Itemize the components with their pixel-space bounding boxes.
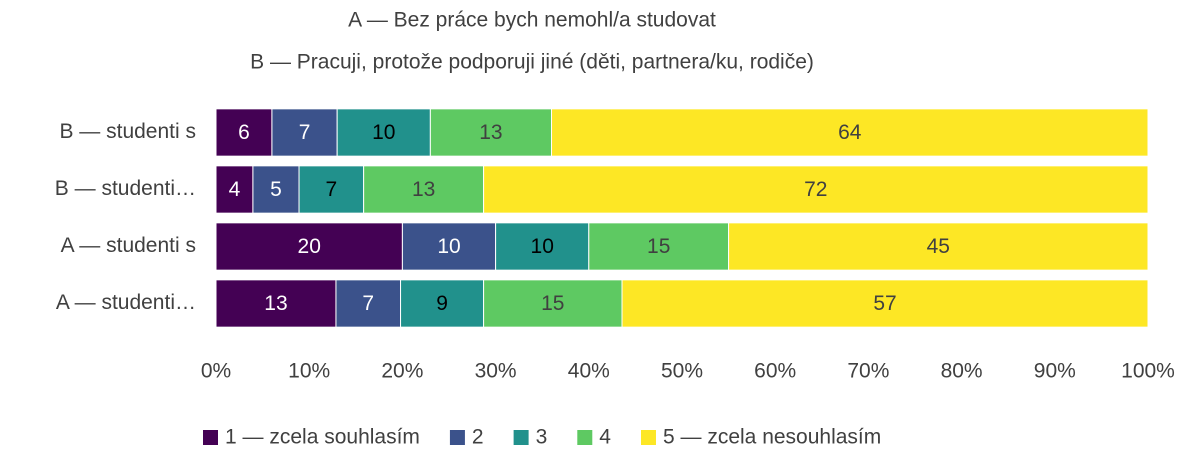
legend-swatch [203, 430, 218, 445]
y-tick-label: A — studenti… [56, 291, 196, 314]
y-tick-label: A — studenti s [61, 234, 196, 257]
x-tick-label: 100% [1121, 360, 1175, 383]
data-label: 6 [238, 121, 250, 144]
data-label: 20 [298, 235, 321, 258]
data-label: 7 [299, 121, 311, 144]
data-label: 45 [927, 235, 950, 258]
x-tick-label: 20% [381, 360, 423, 383]
chart-subtitle: B — Pracuji, protože podporuji jiné (dět… [250, 51, 814, 74]
x-tick-label: 90% [1034, 360, 1076, 383]
bar-segment [336, 108, 431, 157]
bar-segment [298, 165, 365, 214]
legend-label: 3 [536, 426, 548, 449]
legend-swatch [513, 430, 529, 445]
bar-segment [215, 165, 254, 214]
x-tick-label: 0% [201, 360, 231, 383]
chart-title: A — Bez práce bych nemohl/a studovat [348, 9, 716, 32]
legend-label: 5 — zcela nesouhlasím [663, 426, 881, 449]
bar-segment [588, 222, 730, 271]
data-label: 57 [873, 292, 896, 315]
x-tick-label: 80% [941, 360, 983, 383]
data-label: 10 [437, 235, 460, 258]
legend-label: 2 [472, 426, 484, 449]
data-label: 10 [372, 121, 395, 144]
bar-segment [215, 279, 337, 328]
data-label: 5 [270, 178, 282, 201]
bar-segment [495, 222, 590, 271]
y-tick-label: B — studenti s [59, 120, 196, 143]
x-tick-label: 60% [754, 360, 796, 383]
x-tick-label: 40% [568, 360, 610, 383]
legend-label: 1 — zcela souhlasím [225, 426, 420, 449]
data-label: 13 [479, 121, 502, 144]
data-label: 4 [229, 178, 241, 201]
data-label: 15 [647, 235, 670, 258]
data-label: 7 [326, 178, 338, 201]
legend-swatch [577, 430, 593, 445]
x-tick-label: 50% [661, 360, 703, 383]
legend-swatch [449, 430, 465, 445]
bar-segment [401, 222, 497, 271]
bar-segment [483, 165, 1149, 214]
x-tick-label: 70% [847, 360, 889, 383]
bar-segment [215, 108, 273, 157]
bar-segment [621, 279, 1149, 328]
bar-segment [483, 279, 623, 328]
bar-segment [551, 108, 1149, 157]
data-label: 72 [804, 178, 827, 201]
data-label: 64 [838, 121, 862, 144]
bar-segment [400, 279, 485, 328]
data-label: 10 [531, 235, 554, 258]
x-tick-label: 30% [475, 360, 517, 383]
x-tick-label: 10% [288, 360, 330, 383]
bar-segment [252, 165, 300, 214]
data-label: 15 [541, 292, 564, 315]
bar-segment [728, 222, 1149, 271]
data-label: 13 [412, 178, 435, 201]
data-label: 7 [362, 292, 374, 315]
legend-swatch [640, 430, 656, 445]
bar-segment [335, 279, 402, 328]
bar-segment [363, 165, 485, 214]
bar-segment [429, 108, 553, 157]
bar-segment [271, 108, 338, 157]
y-tick-label: B — studenti… [55, 177, 196, 200]
data-label: 13 [264, 292, 287, 315]
data-label: 9 [436, 292, 448, 315]
legend-label: 4 [599, 426, 611, 449]
